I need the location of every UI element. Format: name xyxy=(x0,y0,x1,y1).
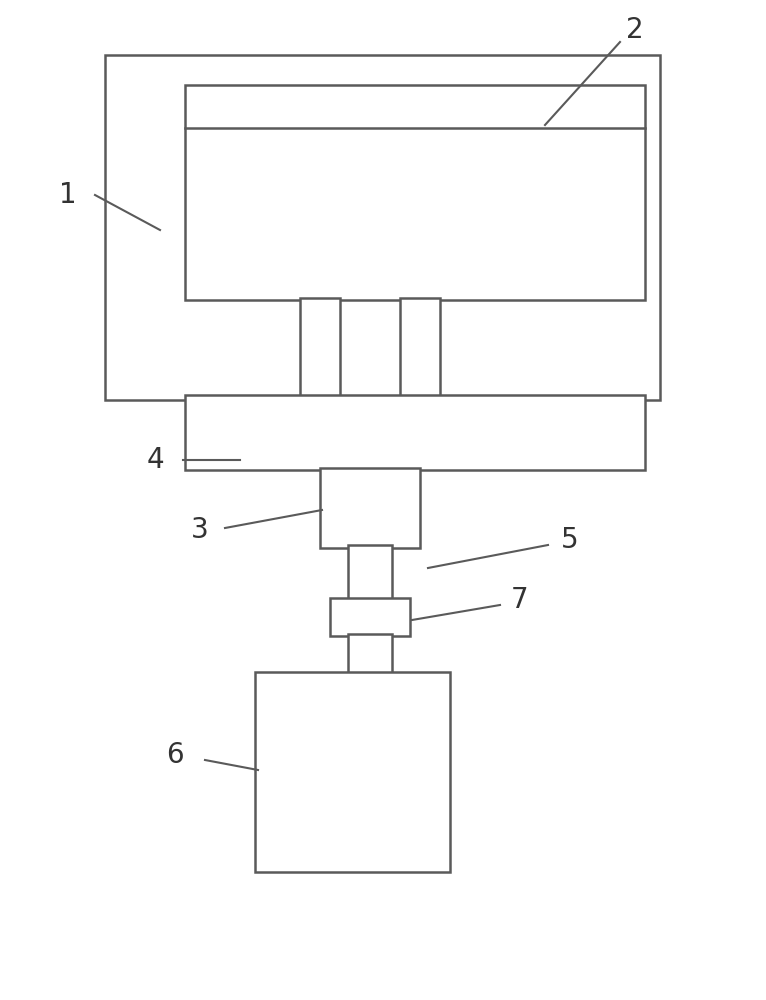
Bar xyxy=(330,598,410,636)
Bar xyxy=(185,395,645,470)
Text: 2: 2 xyxy=(626,16,643,44)
Bar xyxy=(185,85,645,300)
Text: 1: 1 xyxy=(59,181,77,209)
Bar xyxy=(320,468,420,548)
Text: 4: 4 xyxy=(146,446,164,474)
Text: 5: 5 xyxy=(561,526,579,554)
Bar xyxy=(348,634,392,674)
Bar xyxy=(348,545,392,600)
Bar xyxy=(105,55,660,400)
Bar xyxy=(300,298,340,400)
Text: 3: 3 xyxy=(192,516,209,544)
Text: 7: 7 xyxy=(511,586,529,614)
Bar xyxy=(255,672,450,872)
Text: 6: 6 xyxy=(166,741,184,769)
Bar xyxy=(400,298,440,400)
